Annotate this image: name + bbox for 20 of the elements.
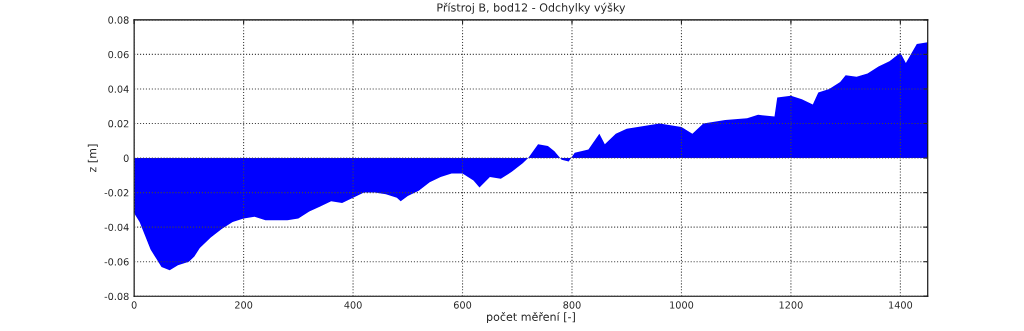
y-axis-title: z [m] xyxy=(87,144,98,172)
y-tick-label: 0.02 xyxy=(108,119,129,128)
y-tick-label: -0.02 xyxy=(104,189,129,197)
y-tick-label: -0.06 xyxy=(104,258,129,266)
x-axis-title: počet měření [-] xyxy=(487,311,575,324)
x-tick-label: 400 xyxy=(344,301,362,309)
y-tick-label: 0 xyxy=(123,154,129,162)
y-tick-label: -0.04 xyxy=(104,223,129,231)
x-tick-label: 1200 xyxy=(779,301,803,309)
x-tick-label: 200 xyxy=(235,301,253,309)
y-tick-label: 0.06 xyxy=(108,50,129,59)
y-tick-label: -0.08 xyxy=(104,292,129,301)
x-tick-label: 0 xyxy=(131,301,137,309)
chart-title: Přístroj B, bod12 - Odchylky výšky xyxy=(437,2,626,14)
y-tick-label: 0.08 xyxy=(108,16,129,24)
x-tick-label: 1000 xyxy=(670,301,694,309)
x-tick-label: 800 xyxy=(563,301,581,309)
x-tick-label: 1400 xyxy=(889,301,913,309)
x-tick-label: 600 xyxy=(453,301,472,309)
y-tick-label: 0.04 xyxy=(108,85,129,93)
